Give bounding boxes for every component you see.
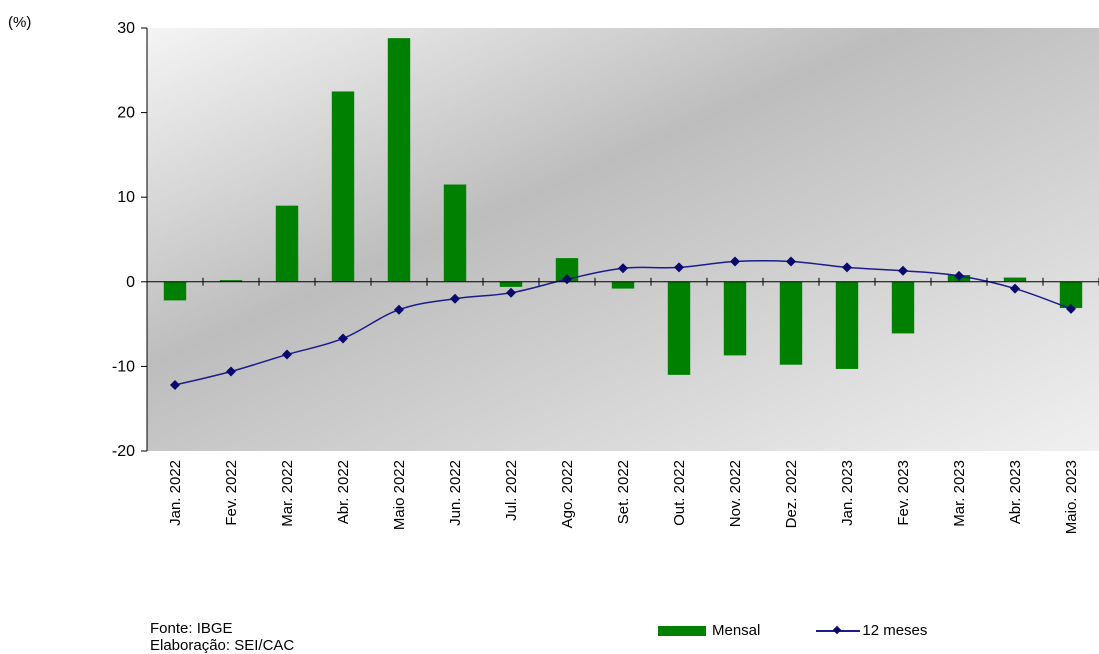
x-tick-label: Nov. 2022 [727, 460, 744, 527]
point-12-meses [674, 262, 684, 273]
bar-mensal [611, 281, 635, 289]
point-12-meses [226, 366, 236, 377]
x-tick-label: Fev. 2023 [895, 460, 912, 526]
x-tick-label: Maio 2022 [391, 460, 408, 530]
bar-mensal [275, 205, 299, 282]
x-tick-label: Abr. 2023 [1007, 460, 1024, 524]
y-tick-label: -10 [112, 358, 135, 375]
bar-mensal [779, 281, 803, 365]
y-tick-label: -20 [112, 443, 135, 460]
legend-item-12-meses: 12 meses [816, 622, 927, 639]
point-12-meses [898, 265, 908, 276]
x-tick-label: Jan. 2022 [167, 460, 184, 526]
legend: Mensal 12 meses [658, 622, 927, 639]
y-tick-label: 20 [117, 105, 135, 122]
x-tick-label: Maio. 2023 [1063, 460, 1080, 534]
bar-mensal [723, 281, 747, 356]
plot-area [147, 28, 1099, 451]
bar-mensal [891, 281, 915, 334]
x-tick-label: Mar. 2023 [951, 460, 968, 527]
y-tick-label: 0 [126, 274, 135, 291]
bar-mensal [219, 280, 243, 282]
point-12-meses [506, 287, 516, 298]
x-tick-label: Jun. 2022 [447, 460, 464, 526]
bar-mensal [555, 258, 579, 282]
point-12-meses [954, 270, 964, 281]
point-12-meses [170, 380, 180, 391]
bar-mensal [163, 281, 187, 301]
x-tick-label: Ago. 2022 [559, 460, 576, 528]
source-note: Fonte: IBGE Elaboração: SEI/CAC [150, 620, 294, 654]
legend-bar-swatch [658, 625, 706, 636]
y-unit-label: (%) [8, 14, 32, 31]
x-tick-label: Abr. 2022 [335, 460, 352, 524]
legend-label-12-meses: 12 meses [862, 622, 928, 639]
x-tick-label: Dez. 2022 [783, 460, 800, 528]
bar-mensal [387, 38, 411, 282]
x-tick-label: Set. 2022 [615, 460, 632, 524]
y-tick-label: 30 [117, 20, 135, 37]
point-12-meses [730, 256, 740, 267]
source-text: Fonte: IBGE [150, 620, 233, 637]
point-12-meses [1010, 283, 1020, 294]
point-12-meses [282, 349, 292, 360]
point-12-meses [786, 256, 796, 267]
legend-line-marker-icon [816, 626, 861, 636]
credit-text: Elaboração: SEI/CAC [150, 637, 295, 654]
point-12-meses [1066, 303, 1076, 314]
point-12-meses [338, 333, 348, 344]
legend-label-mensal: Mensal [712, 622, 761, 639]
point-12-meses [450, 293, 460, 304]
bar-mensal [1003, 277, 1027, 282]
bar-mensal [443, 184, 467, 282]
x-tick-label: Mar. 2022 [279, 460, 296, 527]
point-12-meses [394, 304, 404, 315]
x-tick-label: Fev. 2022 [223, 460, 240, 526]
x-tick-label: Out. 2022 [671, 460, 688, 526]
bar-mensal [499, 281, 523, 287]
y-tick-label: 10 [117, 189, 135, 206]
point-12-meses [618, 263, 628, 274]
x-tick-label: Jan. 2023 [839, 460, 856, 526]
point-12-meses [842, 262, 852, 273]
legend-item-mensal: Mensal [658, 622, 760, 639]
bar-mensal [331, 91, 355, 282]
bar-mensal [835, 281, 859, 369]
bar-mensal [1059, 281, 1083, 309]
x-tick-label: Jul. 2022 [503, 460, 520, 521]
bar-mensal [667, 281, 691, 375]
